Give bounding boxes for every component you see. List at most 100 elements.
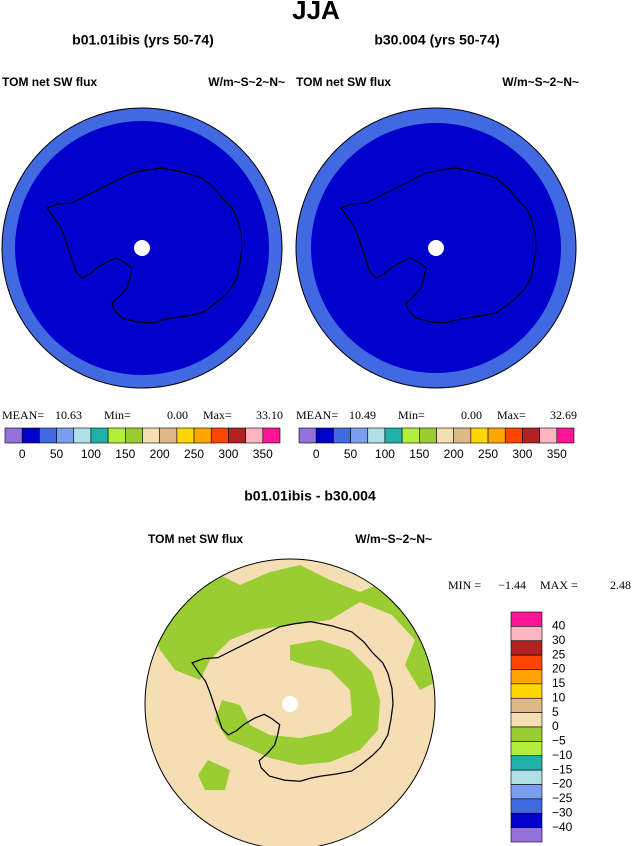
colorbar-box xyxy=(142,427,160,444)
colorbar-label: −30 xyxy=(552,805,573,819)
colorbar-box xyxy=(436,427,454,444)
colorbar-box xyxy=(556,427,575,444)
colorbar-label: 100 xyxy=(375,447,395,461)
colorbar-label: −15 xyxy=(552,762,573,776)
stat-label: Max= xyxy=(203,408,232,422)
colorbar-box xyxy=(367,427,386,444)
colorbar-box xyxy=(510,726,543,742)
stat-label: MEAN= xyxy=(2,408,44,422)
colorbar-box xyxy=(510,769,543,785)
stat-value: 10.49 xyxy=(349,408,376,422)
colorbar: 0 50 100 150 200 250 300 350 xyxy=(4,427,281,461)
stat-label: MAX = xyxy=(540,578,578,592)
colorbar-box xyxy=(510,827,543,843)
stat-value: −1.44 xyxy=(498,578,526,592)
colorbar-box xyxy=(298,427,317,444)
colorbar-box xyxy=(262,427,281,444)
colorbar-box xyxy=(4,427,23,444)
stat-label: MEAN= xyxy=(296,408,338,422)
colorbar-box xyxy=(470,427,489,444)
colorbar-box xyxy=(510,697,543,713)
colorbar-label: −40 xyxy=(552,820,573,834)
colorbar-label: 30 xyxy=(552,633,566,647)
colorbar-label: 50 xyxy=(344,447,358,461)
colorbar-box xyxy=(73,427,92,444)
colorbar-label: 0 xyxy=(313,447,320,461)
colorbar-label: 50 xyxy=(50,447,64,461)
colorbar-label: −20 xyxy=(552,777,573,791)
colorbar: 0 50 100 150 200 250 300 350 xyxy=(298,427,575,461)
stat-value: 10.63 xyxy=(55,408,82,422)
colorbar-label: 100 xyxy=(81,447,101,461)
colorbar-box xyxy=(510,626,543,642)
colorbar-box xyxy=(510,812,543,828)
variable-label: TOM net SW flux xyxy=(296,75,391,89)
colorbar-box xyxy=(176,427,195,444)
colorbar-label: 350 xyxy=(547,447,567,461)
stat-label: Min= xyxy=(104,408,131,422)
colorbar-box xyxy=(315,427,334,444)
colorbar-label: 10 xyxy=(552,690,566,704)
variable-label: TOM net SW flux xyxy=(2,75,97,89)
panel-title: b01.01ibis - b30.004 xyxy=(244,488,376,504)
stat-value: 32.69 xyxy=(550,408,577,422)
colorbar-box xyxy=(510,669,543,685)
colorbar-box xyxy=(510,654,543,670)
colorbar-box xyxy=(510,755,543,771)
panel-title: b01.01ibis (yrs 50-74) xyxy=(72,32,214,48)
colorbar-box xyxy=(90,427,109,444)
colorbar-box xyxy=(39,427,57,444)
colorbar-label: 0 xyxy=(19,447,26,461)
map xyxy=(1,107,283,389)
colorbar-label: 250 xyxy=(184,447,204,461)
colorbar-label: 20 xyxy=(552,662,566,676)
colorbar-box xyxy=(510,741,543,757)
colorbar-box xyxy=(125,427,143,444)
colorbar-box xyxy=(539,427,558,444)
units-label: W/m~S~2~N~ xyxy=(502,75,579,89)
colorbar-label: 150 xyxy=(115,447,135,461)
colorbar-label: 200 xyxy=(444,447,464,461)
stat-label: Max= xyxy=(497,408,526,422)
colorbar-box xyxy=(419,427,437,444)
colorbar-box xyxy=(504,427,523,444)
colorbar-label: −25 xyxy=(552,791,573,805)
stat-value: 0.00 xyxy=(461,408,482,422)
colorbar-label: 5 xyxy=(552,705,559,719)
stat-label: Min= xyxy=(398,408,425,422)
colorbar-box xyxy=(56,427,75,444)
colorbar-label: 25 xyxy=(552,647,566,661)
colorbar-label: 300 xyxy=(218,447,238,461)
colorbar-box xyxy=(401,427,420,444)
colorbar-box xyxy=(510,640,543,656)
colorbar-box xyxy=(193,427,212,444)
colorbar-box xyxy=(510,798,543,814)
stat-value: 0.00 xyxy=(167,408,188,422)
colorbar-box xyxy=(384,427,403,444)
map xyxy=(295,107,577,389)
colorbar-box xyxy=(510,683,543,699)
colorbar-box xyxy=(350,427,369,444)
stat-value: 2.48 xyxy=(610,578,631,592)
colorbar-box xyxy=(453,427,472,444)
colorbar-label: 250 xyxy=(478,447,498,461)
colorbar-label: 300 xyxy=(512,447,532,461)
colorbar-box xyxy=(159,427,178,444)
map xyxy=(144,558,436,846)
colorbar-label: 350 xyxy=(253,447,273,461)
colorbar-box xyxy=(510,712,543,728)
colorbar-box xyxy=(210,427,229,444)
colorbar-box xyxy=(245,427,264,444)
colorbar-box xyxy=(522,427,540,444)
colorbar-label: 40 xyxy=(552,619,566,633)
colorbar-label: 0 xyxy=(552,719,559,733)
units-label: W/m~S~2~N~ xyxy=(355,532,432,546)
variable-label: TOM net SW flux xyxy=(148,532,243,546)
colorbar-label: −5 xyxy=(552,734,566,748)
colorbar-label: −10 xyxy=(552,748,573,762)
units-label: W/m~S~2~N~ xyxy=(208,75,285,89)
colorbar-box xyxy=(487,427,506,444)
stat-label: MIN = xyxy=(448,578,481,592)
